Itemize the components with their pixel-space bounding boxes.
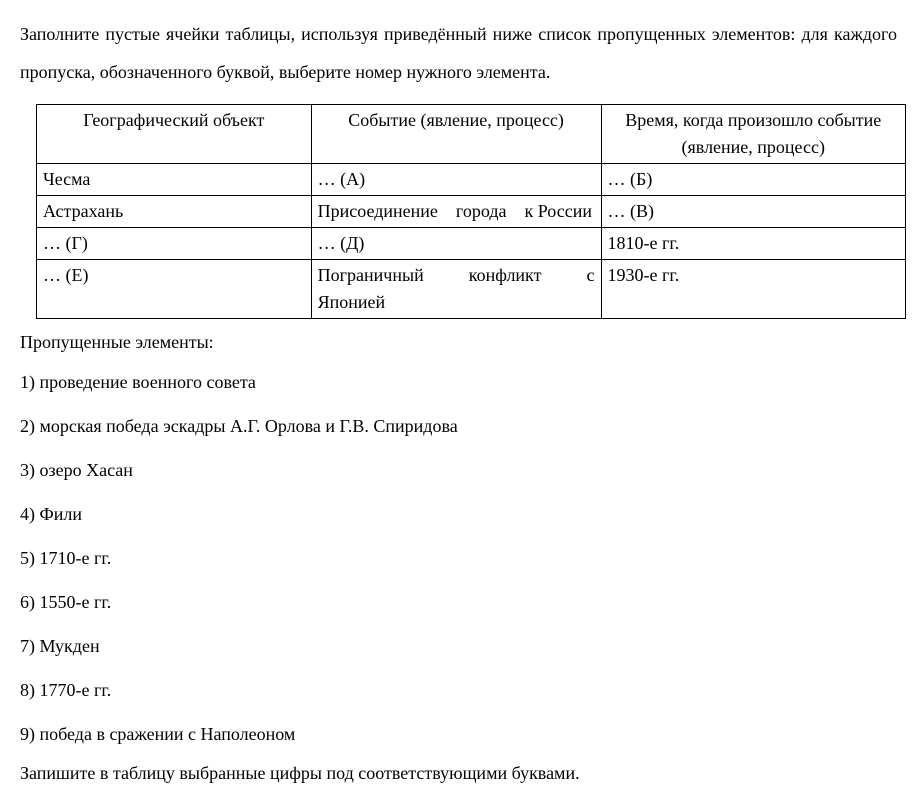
cell-event: Пограничный конфликт с Японией [311,259,601,318]
cell-time: … (Б) [601,163,906,195]
header-event: Событие (явление, процесс) [311,104,601,163]
cell-time: 1930-е гг. [601,259,906,318]
cell-event: … (А) [311,163,601,195]
header-time: Время, когда произошло событие (явление,… [601,104,906,163]
cell-event: Присоединение города к России [311,195,601,227]
option-item: 2) морская победа эскадры А.Г. Орлова и … [20,408,897,444]
option-item: 3) озеро Хасан [20,452,897,488]
table-row: Чесма … (А) … (Б) [37,163,906,195]
option-item: 7) Мукден [20,628,897,664]
task-instructions: Заполните пустые ячейки таблицы, использ… [20,16,897,92]
option-item: 5) 1710-е гг. [20,540,897,576]
cell-geo: … (Е) [37,259,312,318]
table-row: … (Г) … (Д) 1810-е гг. [37,227,906,259]
cell-time: … (В) [601,195,906,227]
missing-elements-label: Пропущенные элементы: [20,329,897,356]
final-instruction: Запишите в таблицу выбранные цифры под с… [20,760,897,787]
option-item: 6) 1550-е гг. [20,584,897,620]
table-row: Астрахань Присоединение города к России … [37,195,906,227]
cell-geo: Чесма [37,163,312,195]
option-item: 4) Фили [20,496,897,532]
header-geo-object: Географический объект [37,104,312,163]
option-item: 1) проведение военного совета [20,364,897,400]
history-table: Географический объект Событие (явление, … [36,104,906,319]
cell-time: 1810-е гг. [601,227,906,259]
cell-event: … (Д) [311,227,601,259]
option-item: 9) победа в сражении с Наполеоном [20,716,897,752]
option-item: 8) 1770-е гг. [20,672,897,708]
cell-geo: … (Г) [37,227,312,259]
table-row: … (Е) Пограничный конфликт с Японией 193… [37,259,906,318]
cell-geo: Астрахань [37,195,312,227]
